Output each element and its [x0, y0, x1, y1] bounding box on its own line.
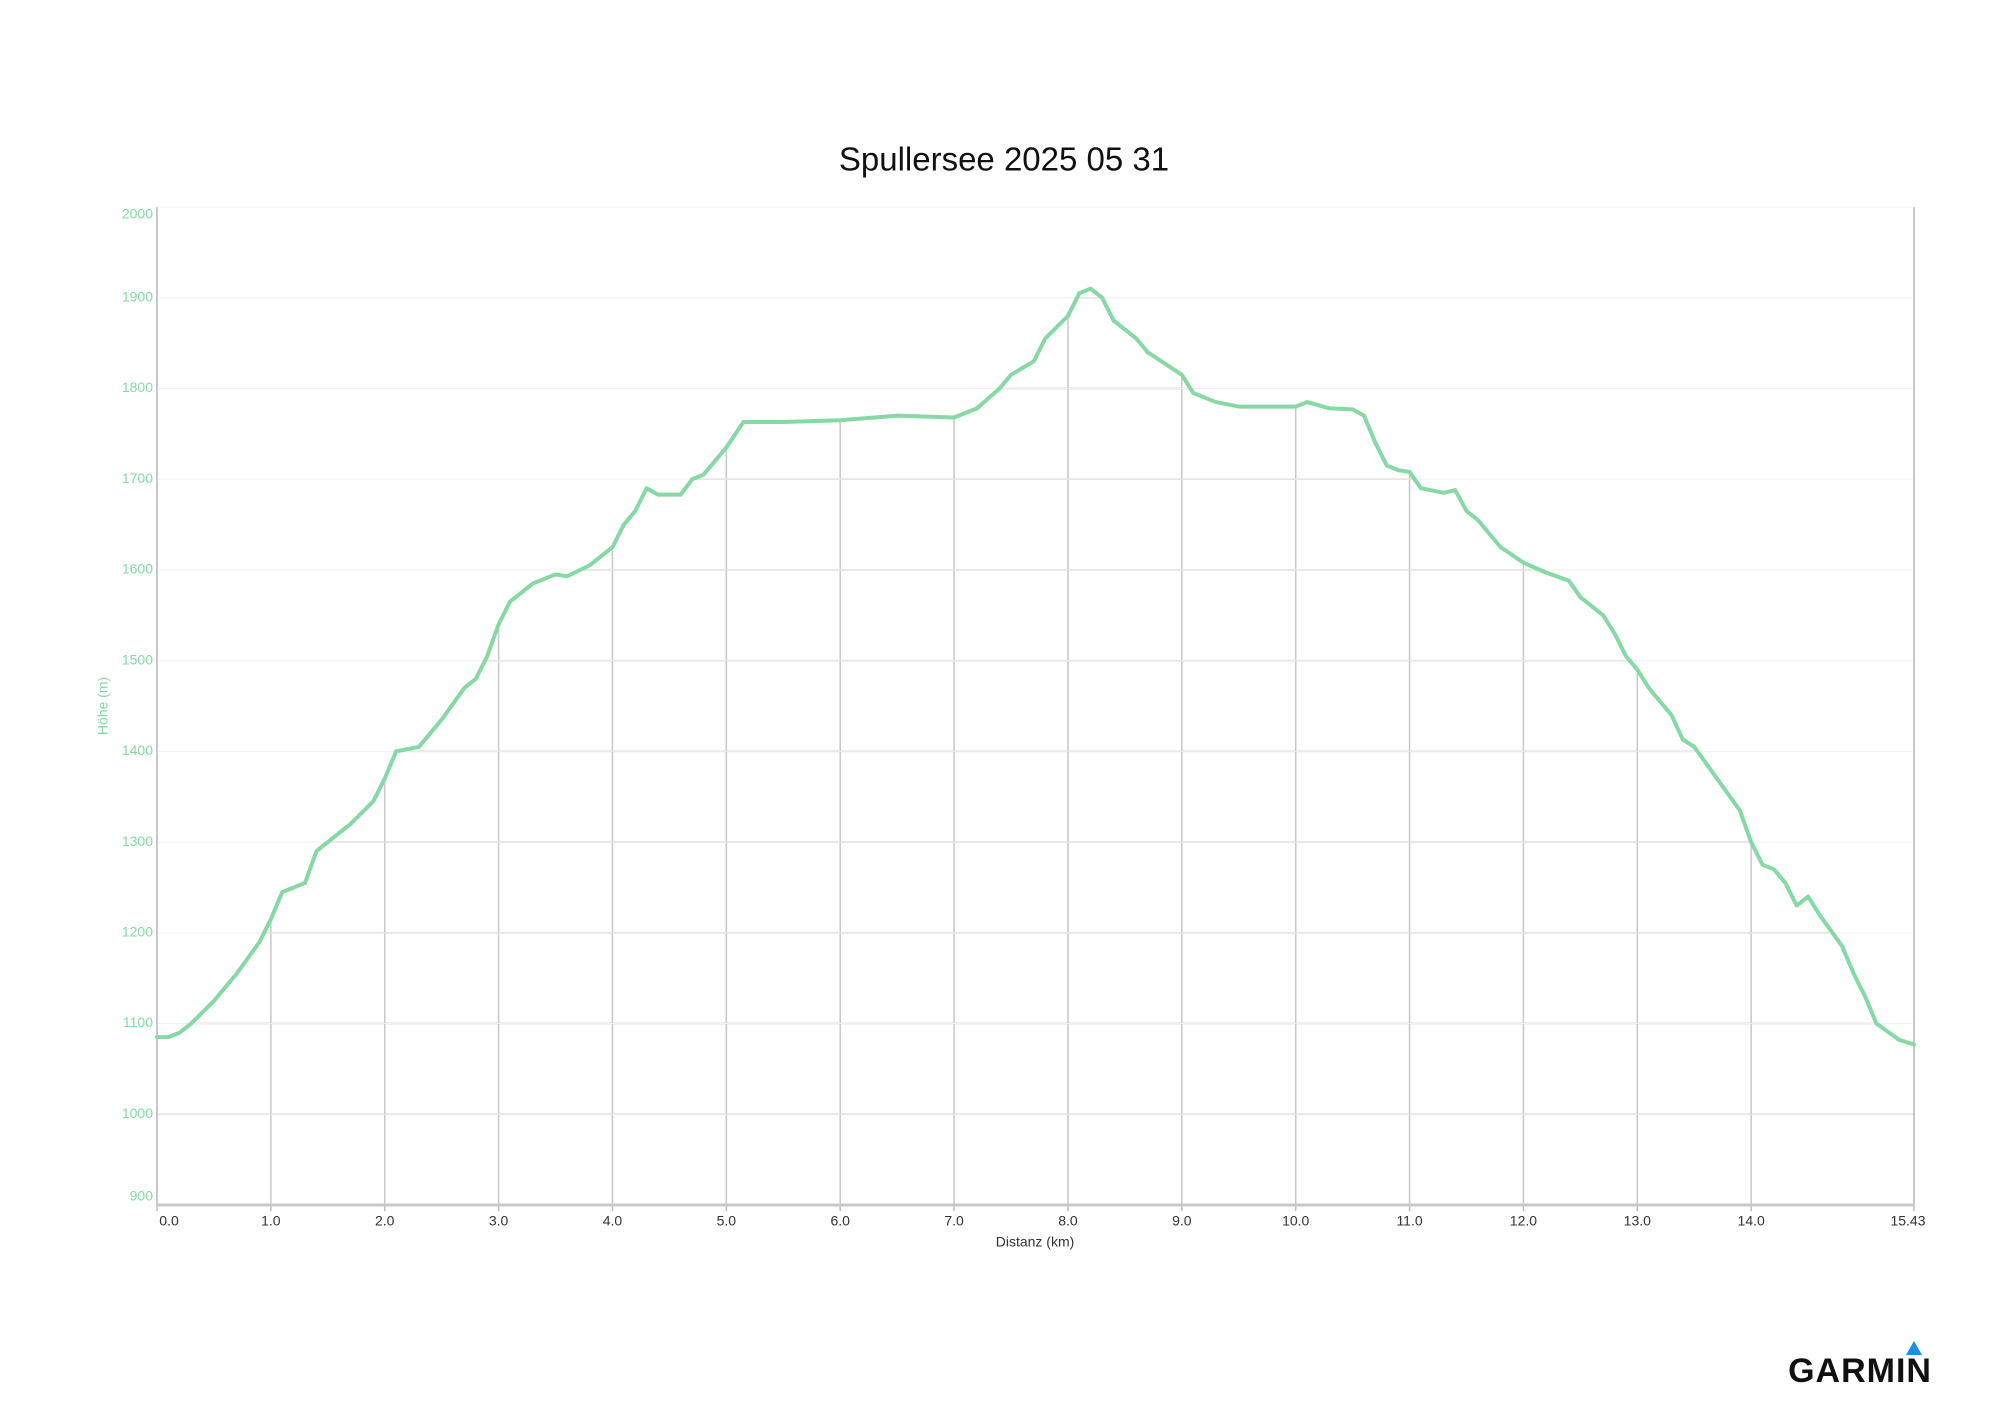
x-tick-label: 0.0 [159, 1213, 179, 1229]
y-tick-label: 1300 [122, 833, 153, 849]
logo-triangle [1906, 1341, 1922, 1355]
x-tick-label: 8.0 [1058, 1213, 1078, 1229]
y-tick-label: 1000 [122, 1105, 153, 1121]
y-tick-label: 1100 [123, 1014, 153, 1030]
x-tick-label: 13.0 [1624, 1213, 1651, 1229]
y-tick-label: 900 [130, 1188, 154, 1204]
chart-title: Spullersee 2025 05 31 [839, 141, 1169, 178]
x-tick-label: 4.0 [603, 1213, 623, 1229]
y-tick-label: 1400 [122, 742, 153, 758]
y-tick-label: 2000 [122, 206, 153, 222]
logo-text: GARMIN [1788, 1352, 1932, 1390]
logo: GARMIN [1788, 1341, 1932, 1390]
x-tick-label: 15.43 [1890, 1213, 1925, 1229]
x-tick-label: 12.0 [1510, 1213, 1537, 1229]
y-tick-label: 1600 [122, 561, 153, 577]
x-tick-label: 1.0 [261, 1213, 281, 1229]
x-tick-label: 9.0 [1172, 1213, 1192, 1229]
y-tick-label: 1500 [122, 651, 153, 667]
x-tick-label: 10.0 [1282, 1213, 1309, 1229]
x-tick-label: 5.0 [717, 1213, 737, 1229]
elevation-line [155, 286, 1916, 1047]
x-tick-label: 6.0 [830, 1213, 850, 1229]
x-axis-label: Distanz (km) [996, 1234, 1075, 1250]
x-tick-label: 14.0 [1738, 1213, 1765, 1229]
x-tick-label: 3.0 [489, 1213, 509, 1229]
y-tick-label: 1700 [122, 470, 153, 486]
x-tick-label: 2.0 [375, 1213, 395, 1229]
x-tick-label: 7.0 [944, 1213, 964, 1229]
y-axis-label: Höhe (m) [95, 677, 111, 735]
x-tick-label: 11.0 [1396, 1213, 1422, 1229]
y-tick-label: 1800 [122, 379, 153, 395]
y-tick-label: 1200 [122, 924, 153, 940]
y-tick-label: 1900 [122, 288, 153, 304]
